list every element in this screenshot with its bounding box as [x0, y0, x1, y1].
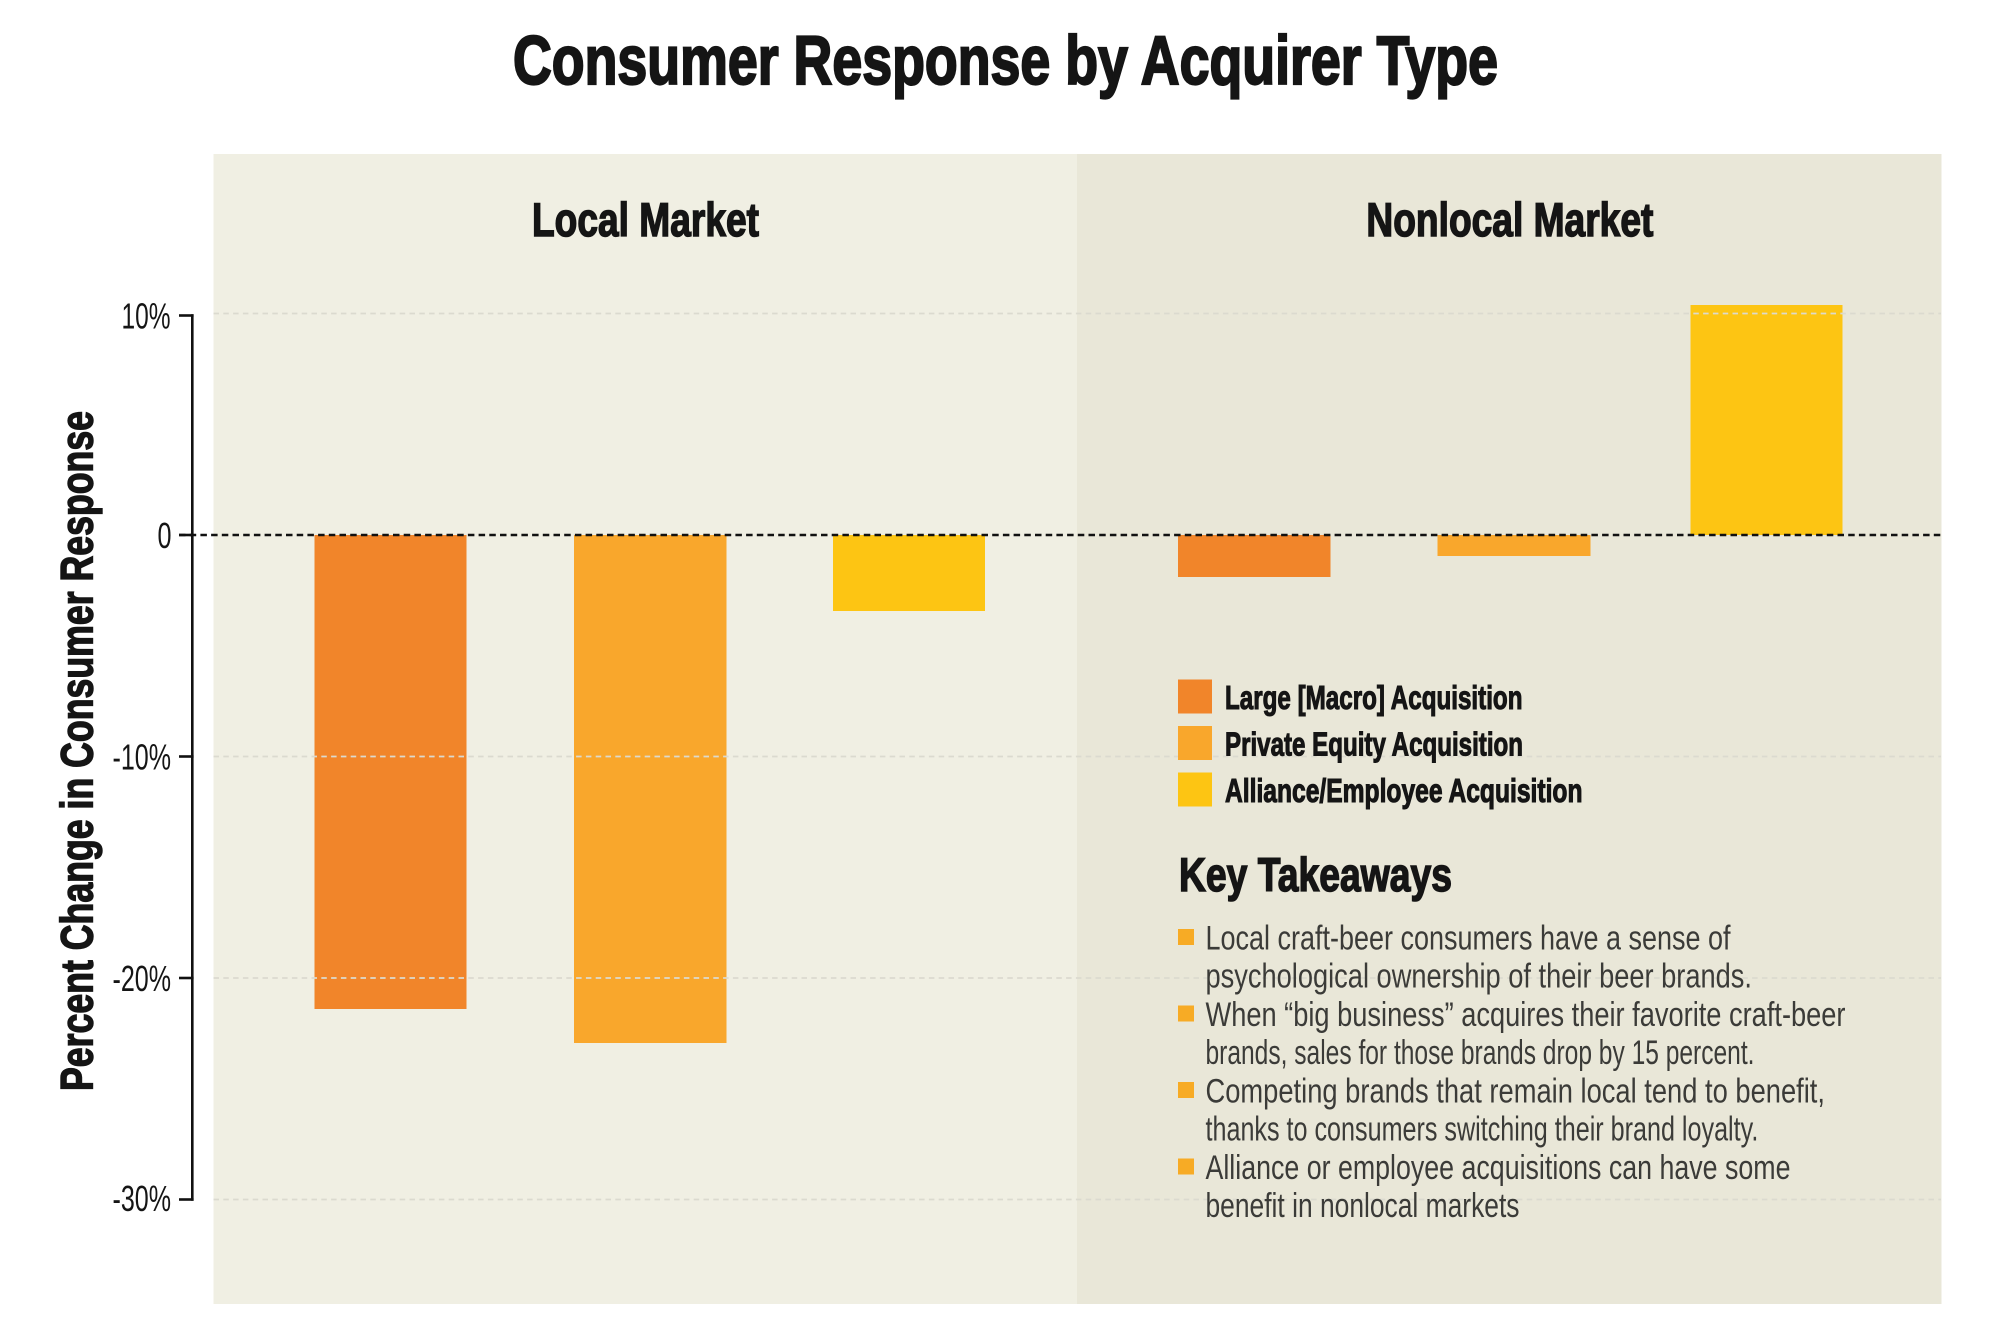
svg-text:0: 0	[158, 515, 172, 556]
svg-text:Percent Change in Consumer Res: Percent Change in Consumer Response	[52, 411, 103, 1091]
svg-text:Key Takeaways: Key Takeaways	[1179, 848, 1452, 901]
svg-text:-30%: -30%	[113, 1178, 172, 1219]
svg-text:thanks to consumers switching: thanks to consumers switching their bran…	[1206, 1111, 1759, 1149]
svg-text:10%: 10%	[122, 296, 171, 337]
svg-text:Private Equity Acquisition: Private Equity Acquisition	[1225, 726, 1523, 763]
svg-text:Local craft-beer consumers hav: Local craft-beer consumers have a sense …	[1206, 919, 1731, 957]
svg-text:Competing brands that remain l: Competing brands that remain local tend …	[1206, 1072, 1826, 1110]
svg-text:Alliance/Employee Acquisition: Alliance/Employee Acquisition	[1225, 772, 1583, 809]
svg-text:Local Market: Local Market	[532, 193, 759, 246]
svg-text:Alliance or employee acquisiti: Alliance or employee acquisitions can ha…	[1206, 1149, 1791, 1187]
svg-text:Consumer Response by Acquirer: Consumer Response by Acquirer Type	[513, 22, 1498, 99]
svg-text:psychological ownership of the: psychological ownership of their beer br…	[1206, 958, 1753, 996]
svg-text:Nonlocal Market: Nonlocal Market	[1366, 193, 1653, 246]
svg-text:-20%: -20%	[113, 958, 172, 999]
svg-text:brands, sales for those brands: brands, sales for those brands drop by 1…	[1206, 1034, 1755, 1072]
svg-text:benefit in nonlocal markets: benefit in nonlocal markets	[1206, 1187, 1520, 1225]
svg-text:Large [Macro] Acquisition: Large [Macro] Acquisition	[1225, 679, 1523, 716]
svg-text:-10%: -10%	[113, 737, 172, 778]
svg-text:When “big business” acquires t: When “big business” acquires their favor…	[1206, 996, 1846, 1034]
